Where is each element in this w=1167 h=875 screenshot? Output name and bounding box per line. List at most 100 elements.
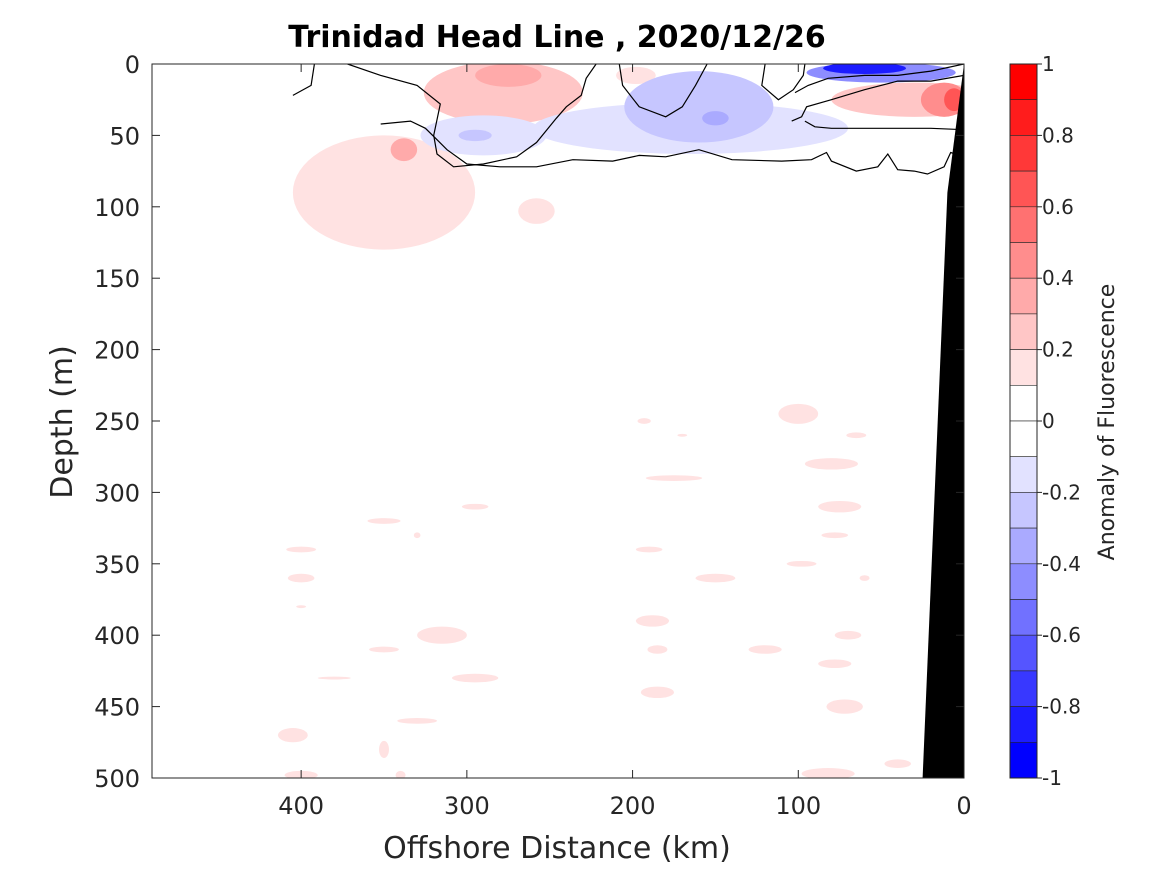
y-tick-label: 500 bbox=[94, 765, 140, 793]
colorbar-segment bbox=[1009, 277, 1038, 315]
colorbar-segment bbox=[1009, 420, 1038, 458]
contour-line bbox=[804, 120, 964, 131]
contour-line bbox=[380, 120, 964, 175]
y-tick-label: 400 bbox=[94, 622, 140, 650]
seafloor-bathymetry bbox=[922, 64, 964, 778]
anomaly-patch bbox=[461, 503, 489, 510]
colorbar-segment bbox=[1009, 527, 1038, 565]
anomaly-patch bbox=[422, 203, 439, 210]
plot-area bbox=[152, 64, 964, 778]
anomaly-patch bbox=[417, 626, 467, 644]
colorbar-tick-label: -0.4 bbox=[1042, 552, 1081, 576]
anomaly-patch bbox=[637, 418, 651, 424]
zero-contours bbox=[292, 64, 964, 175]
colorbar-segment bbox=[1009, 170, 1038, 208]
anomaly-patch bbox=[702, 111, 729, 126]
y-tick-label: 450 bbox=[94, 694, 140, 722]
y-axis-label: Depth (m) bbox=[45, 345, 80, 499]
colorbar-segment bbox=[1009, 634, 1038, 672]
colorbar-segment bbox=[1009, 384, 1038, 422]
contour-line bbox=[292, 64, 315, 96]
colorbar-segment bbox=[1009, 63, 1038, 101]
contour-line bbox=[791, 74, 964, 122]
anomaly-patch bbox=[423, 64, 583, 124]
y-tick-label: 200 bbox=[94, 337, 140, 365]
anomaly-patch bbox=[645, 475, 703, 481]
anomaly-patch bbox=[859, 575, 870, 581]
anomaly-patch bbox=[818, 500, 862, 513]
contour-line bbox=[761, 64, 806, 101]
y-tick-label: 300 bbox=[94, 479, 140, 507]
colorbar-segment bbox=[1009, 349, 1038, 386]
colorbar-tick-label: -0.8 bbox=[1042, 695, 1081, 719]
anomaly-patch bbox=[277, 728, 308, 743]
anomaly-patch bbox=[518, 198, 555, 224]
colorbar: 1 0.8 0.6 0.4 0.2 0 -0.2 -0.4 -0.6 -0.8 -1 bbox=[1009, 52, 1081, 790]
anomaly-patch bbox=[379, 740, 389, 759]
anomaly-patch bbox=[286, 546, 317, 553]
y-tick-label: 250 bbox=[94, 408, 140, 436]
anomaly-patch bbox=[451, 673, 499, 683]
colorbar-segment bbox=[1009, 492, 1038, 529]
colorbar-tick-label: 0.2 bbox=[1042, 338, 1074, 362]
anomaly-patch bbox=[616, 66, 656, 84]
y-tick-label: 350 bbox=[94, 551, 140, 579]
colorbar-tick-label: 0 bbox=[1042, 409, 1055, 433]
colorbar-segment bbox=[1009, 242, 1038, 279]
contour-line bbox=[618, 64, 708, 118]
anomaly-patch bbox=[884, 759, 911, 769]
anomaly-patch bbox=[287, 573, 315, 583]
anomaly-patch bbox=[818, 659, 852, 669]
anomaly-patch bbox=[413, 532, 421, 539]
anomaly-patch bbox=[369, 646, 399, 653]
x-tick-label: 300 bbox=[444, 792, 490, 820]
colorbar-segment bbox=[1009, 563, 1038, 600]
colorbar-segment bbox=[1009, 706, 1038, 743]
colorbar-label: Anomaly of Fluorescence bbox=[1095, 284, 1120, 561]
colorbar-segment bbox=[1009, 670, 1038, 707]
y-tick-label: 50 bbox=[109, 122, 140, 150]
x-tick-label: 100 bbox=[775, 792, 821, 820]
y-tick-label: 100 bbox=[94, 194, 140, 222]
anomaly-patch bbox=[748, 645, 782, 654]
anomaly-patch bbox=[786, 560, 817, 567]
colorbar-segment bbox=[1009, 206, 1038, 243]
anomaly-patch bbox=[695, 573, 736, 583]
anomaly-patch bbox=[823, 64, 906, 74]
anomaly-patch bbox=[395, 770, 406, 778]
anomaly-patch bbox=[296, 605, 307, 609]
anomaly-patch bbox=[624, 71, 774, 143]
anomaly-patch bbox=[831, 82, 964, 117]
colorbar-tick-label: 0.4 bbox=[1042, 266, 1074, 290]
y-tick-label: 0 bbox=[125, 51, 140, 79]
axes: 400 300 200 100 0 0 50 100 150 200 250 300 350 400 450… bbox=[94, 51, 971, 820]
colorbar-segment bbox=[1009, 599, 1038, 636]
anomaly-patch bbox=[640, 686, 675, 699]
x-tick-label: 0 bbox=[956, 792, 971, 820]
anomaly-patch bbox=[475, 64, 542, 87]
anomaly-patch bbox=[804, 458, 858, 470]
anomaly-patch bbox=[778, 403, 819, 424]
anomaly-patch bbox=[826, 699, 863, 714]
colorbar-tick-label: -0.6 bbox=[1042, 623, 1081, 647]
colorbar-segment bbox=[1009, 99, 1038, 136]
anomaly-patch bbox=[390, 138, 418, 162]
y-tick-label: 150 bbox=[94, 265, 140, 293]
colorbar-segment bbox=[1009, 135, 1038, 172]
colorbar-tick-label: 0.6 bbox=[1042, 195, 1074, 219]
anomaly-patch bbox=[635, 615, 670, 627]
colorbar-tick-label: -0.2 bbox=[1042, 480, 1081, 504]
anomaly-patch bbox=[317, 676, 351, 680]
colorbar-tick-label: 0.8 bbox=[1042, 123, 1074, 147]
anomaly-patch bbox=[834, 630, 862, 640]
anomaly-patch bbox=[458, 129, 492, 142]
anomaly-patch bbox=[635, 546, 663, 553]
anomaly-patch bbox=[397, 718, 438, 724]
colorbar-tick-label: 1 bbox=[1042, 52, 1055, 76]
colorbar-tick-label: -1 bbox=[1042, 766, 1062, 790]
chart-title: Trinidad Head Line , 2020/12/26 bbox=[288, 20, 825, 55]
x-tick-label: 200 bbox=[610, 792, 656, 820]
colorbar-segment bbox=[1009, 313, 1038, 350]
anomaly-patch bbox=[292, 135, 476, 250]
